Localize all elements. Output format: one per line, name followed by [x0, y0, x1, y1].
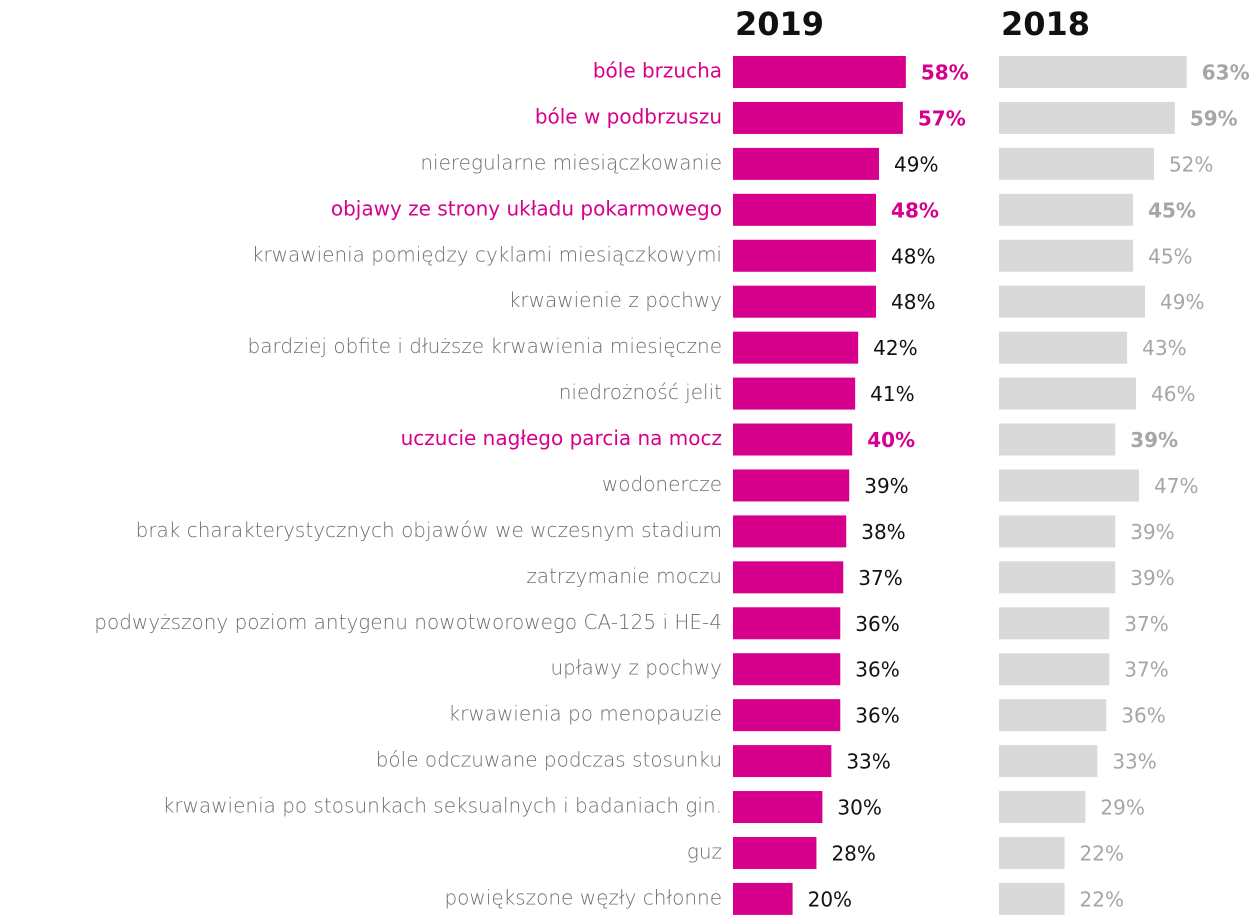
value-label: 37% [1124, 658, 1168, 682]
value-label: 47% [1154, 474, 1198, 498]
bar [733, 836, 817, 869]
bar [733, 377, 856, 410]
category-label: wodonercze [602, 472, 722, 496]
bar [733, 515, 847, 548]
bar [999, 56, 1187, 88]
bar [999, 745, 1098, 778]
category-label: guz [687, 839, 722, 863]
value-label: 46% [1151, 382, 1195, 406]
category-label: niedrożność jelit [559, 380, 722, 404]
category-label: krwawienia po menopauzie [449, 702, 722, 726]
series-heading: 2019 [735, 5, 824, 43]
bar [999, 285, 1146, 318]
bar [999, 836, 1065, 869]
value-label: 57% [918, 106, 966, 130]
value-label: 36% [855, 612, 899, 636]
bar [999, 653, 1110, 686]
value-label: 45% [1148, 244, 1192, 268]
category-label: brak charakterystycznych objawów we wcze… [136, 518, 722, 542]
category-label: krwawienie z pochwy [509, 288, 722, 312]
value-label: 43% [1142, 336, 1186, 360]
bar [733, 561, 844, 594]
bar [733, 331, 859, 364]
category-label: zatrzymanie moczu [526, 564, 722, 588]
value-label: 48% [891, 290, 935, 314]
value-label: 58% [921, 61, 969, 85]
bar [999, 607, 1110, 640]
bar [733, 653, 841, 686]
value-label: 39% [1130, 428, 1178, 452]
value-label: 36% [855, 658, 899, 682]
bar [999, 193, 1134, 226]
value-label: 22% [1080, 887, 1124, 911]
value-label: 30% [837, 796, 881, 820]
value-label: 59% [1190, 106, 1238, 130]
value-label: 29% [1100, 796, 1144, 820]
value-label: 49% [1160, 290, 1204, 314]
bar [999, 101, 1175, 134]
bar [733, 147, 880, 180]
value-label: 37% [858, 566, 902, 590]
bar [733, 699, 841, 732]
value-label: 40% [867, 428, 915, 452]
value-label: 39% [1130, 566, 1174, 590]
value-label: 52% [1169, 152, 1213, 176]
bar [999, 331, 1128, 364]
category-label: upławy z pochwy [550, 656, 722, 680]
category-label: bardziej obfite i dłuższe krwawienia mie… [248, 334, 722, 358]
bar [733, 745, 832, 778]
value-label: 39% [1130, 520, 1174, 544]
value-label: 37% [1124, 612, 1168, 636]
value-label: 49% [894, 152, 938, 176]
value-label: 28% [831, 841, 875, 865]
category-label: bóle w podbrzuszu [535, 104, 722, 128]
value-label: 33% [1112, 750, 1156, 774]
value-label: 20% [808, 887, 852, 911]
bar [733, 423, 853, 456]
category-label: krwawienia pomiędzy cyklami miesiączkowy… [252, 242, 722, 266]
bar [733, 193, 877, 226]
value-label: 48% [891, 244, 935, 268]
value-label: 33% [846, 750, 890, 774]
category-label: powiększone węzły chłonne [444, 885, 722, 909]
value-label: 48% [891, 198, 939, 222]
bar [999, 147, 1154, 180]
bar [733, 469, 850, 502]
bar [733, 285, 877, 318]
category-label: podwyższony poziom antygenu nowotworoweg… [94, 610, 722, 634]
bar [999, 239, 1134, 272]
value-label: 36% [1121, 704, 1165, 728]
bar [733, 791, 823, 824]
category-label: krwawienia po stosunkach seksualnych i b… [163, 794, 722, 818]
value-label: 41% [870, 382, 914, 406]
category-label: bóle brzucha [593, 59, 722, 83]
bar [733, 101, 903, 134]
category-label: nieregularne miesiączkowanie [420, 150, 722, 174]
value-label: 22% [1080, 841, 1124, 865]
bar [999, 423, 1116, 456]
bar [733, 607, 841, 640]
bar [733, 882, 793, 915]
bar [999, 699, 1107, 732]
bar [733, 56, 906, 88]
bar [733, 239, 877, 272]
value-label: 38% [861, 520, 905, 544]
bar [999, 791, 1086, 824]
bar [999, 882, 1065, 915]
value-label: 63% [1202, 61, 1250, 85]
category-label: bóle odczuwane podczas stosunku [376, 748, 722, 772]
value-label: 36% [855, 704, 899, 728]
bar [999, 377, 1137, 410]
category-label: uczucie nagłego parcia na mocz [401, 426, 722, 450]
bar [999, 469, 1140, 502]
value-label: 42% [873, 336, 917, 360]
bar [999, 515, 1116, 548]
value-label: 39% [864, 474, 908, 498]
value-label: 45% [1148, 198, 1196, 222]
category-label: objawy ze strony układu pokarmowego [331, 196, 722, 220]
series-heading: 2018 [1001, 5, 1090, 43]
bar [999, 561, 1116, 594]
